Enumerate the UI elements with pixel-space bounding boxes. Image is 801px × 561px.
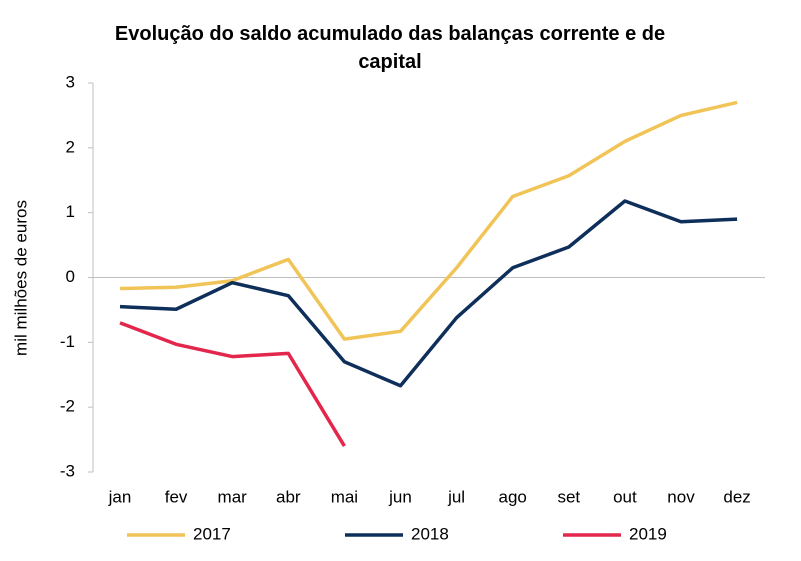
x-tick-label: mai <box>331 487 358 506</box>
series-line <box>119 100 738 341</box>
x-tick-label: dez <box>723 487 750 506</box>
x-tick-label: jul <box>447 487 465 506</box>
x-tick-label: fev <box>165 487 188 506</box>
y-axis-label: mil milhões de euros <box>11 200 30 356</box>
y-tick-label: -1 <box>60 332 75 351</box>
series-line <box>119 321 346 447</box>
legend-label: 2017 <box>193 524 231 543</box>
x-tick-label: ago <box>499 487 527 506</box>
x-tick-label: set <box>557 487 580 506</box>
x-tick-label: abr <box>276 487 301 506</box>
x-tick-label: jan <box>108 487 132 506</box>
y-tick-label: -3 <box>60 461 75 480</box>
chart-title: Evolução do saldo acumulado das balanças… <box>114 23 666 73</box>
x-tick-label: nov <box>667 487 695 506</box>
y-tick-label: 1 <box>66 202 75 221</box>
legend-label: 2018 <box>411 524 449 543</box>
series-line <box>119 199 738 388</box>
y-tick-label: 2 <box>66 137 75 156</box>
y-tick-label: 0 <box>66 267 75 286</box>
legend-label: 2019 <box>629 524 667 543</box>
x-tick-label: out <box>613 487 637 506</box>
y-tick-label: -2 <box>60 397 75 416</box>
x-tick-label: jun <box>388 487 412 506</box>
x-tick-label: mar <box>218 487 248 506</box>
y-tick-label: 3 <box>66 72 75 91</box>
